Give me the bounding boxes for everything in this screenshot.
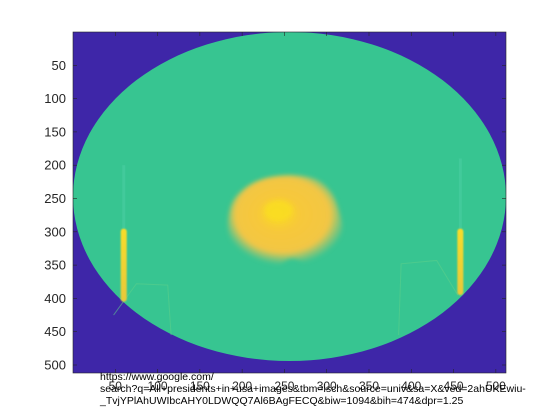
y-tick-label: 100 bbox=[44, 91, 66, 106]
y-tick-label: 200 bbox=[44, 158, 66, 173]
y-tick-label: 250 bbox=[44, 191, 66, 206]
x-tick-label: 450 bbox=[444, 379, 464, 393]
left-faint-streak bbox=[122, 165, 126, 229]
left-stripe bbox=[120, 228, 127, 302]
x-tick-label: 50 bbox=[109, 379, 123, 393]
x-tick-label: 250 bbox=[274, 379, 294, 393]
plot-area bbox=[73, 32, 506, 373]
y-tick-label: 450 bbox=[44, 324, 66, 339]
axes-box bbox=[72, 31, 507, 374]
overlay-line-3: _TvjYPlAhUWIbcAHY0LDWQQ7Al6BAgFECQ&biw=1… bbox=[99, 395, 463, 407]
x-axis: 50 100 150 200 250 300 350 400 450 500 bbox=[109, 32, 506, 393]
faint-right-outline bbox=[398, 259, 459, 336]
central-blob-core bbox=[264, 200, 293, 221]
x-tick-label: 200 bbox=[232, 379, 252, 393]
y-tick-label: 50 bbox=[52, 58, 66, 73]
y-tick-label: 400 bbox=[44, 291, 66, 306]
y-tick-label: 500 bbox=[44, 358, 66, 373]
x-tick-label: 400 bbox=[401, 379, 421, 393]
url-overlay: https://www.google.com/ search?q=All+pre… bbox=[99, 371, 526, 407]
x-tick-label: 150 bbox=[190, 379, 210, 393]
x-tick-label: 100 bbox=[148, 379, 168, 393]
overlay-line-2: search?q=All+presidents+in+usa+images&tb… bbox=[100, 383, 526, 395]
y-tick-label: 300 bbox=[44, 224, 66, 239]
y-tick-label: 150 bbox=[44, 124, 66, 139]
central-blob bbox=[227, 175, 343, 266]
x-tick-label: 350 bbox=[359, 379, 379, 393]
x-tick-label: 300 bbox=[317, 379, 337, 393]
overlay-line-1: https://www.google.com/ bbox=[100, 371, 214, 383]
right-faint-streak bbox=[458, 158, 462, 229]
y-tick-label: 350 bbox=[44, 258, 66, 273]
y-axis: 50 100 150 200 250 300 350 400 450 500 bbox=[44, 58, 506, 373]
right-stripe bbox=[457, 228, 464, 296]
x-tick-label: 500 bbox=[486, 379, 506, 393]
